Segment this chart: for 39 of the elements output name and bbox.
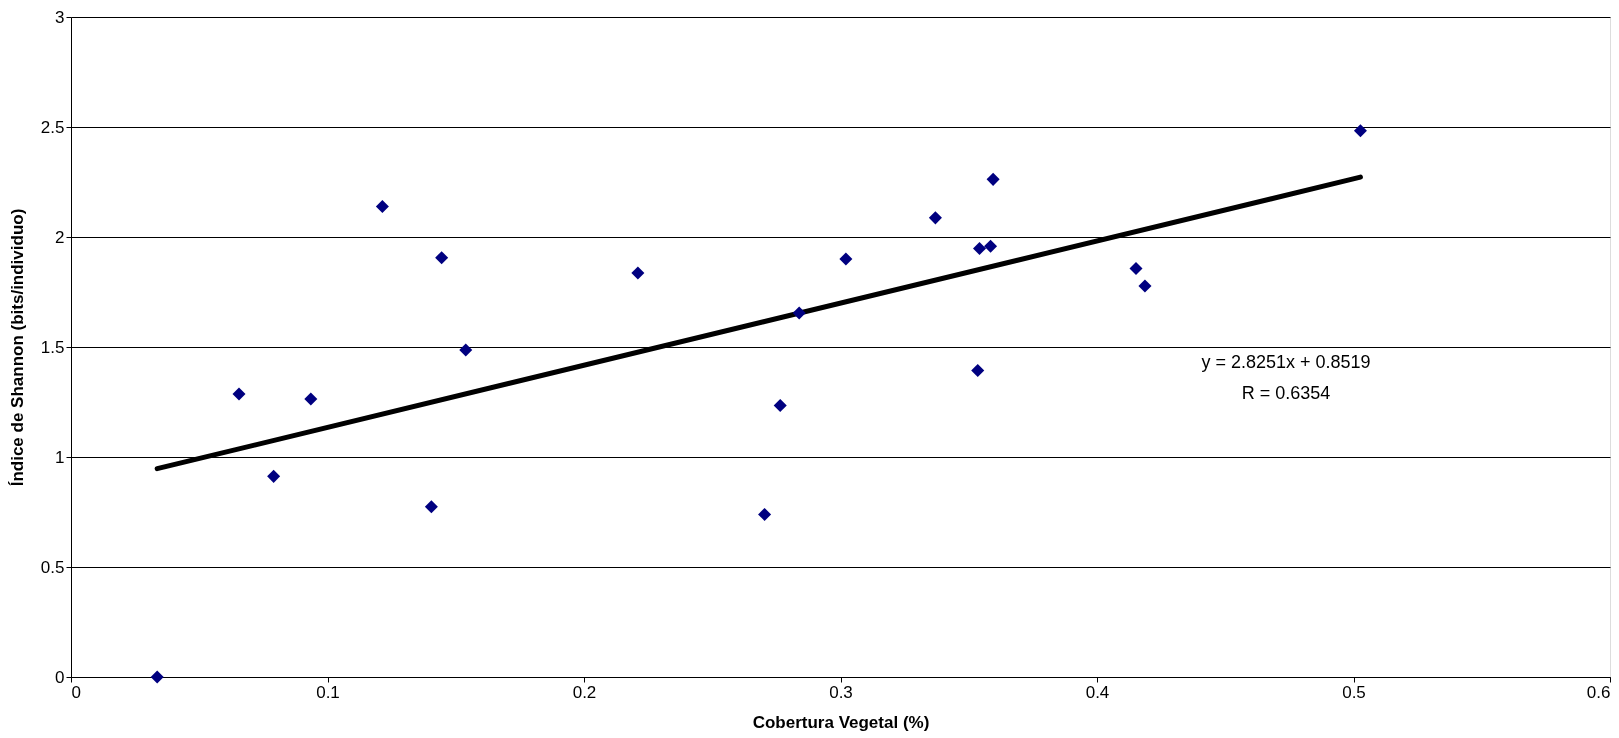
x-tick-label: 0 (71, 682, 81, 702)
point (1353, 124, 1367, 138)
x-axis-title: Cobertura Vegetal (%) (752, 712, 930, 732)
point (928, 211, 942, 225)
y-axis-title: Índice de Shannon (bits/individuo) (7, 208, 27, 487)
y-tick-label: 0 (55, 667, 65, 687)
x-tick-label: 0.4 (1085, 682, 1110, 702)
point (1129, 261, 1143, 275)
y-tick-label: 1 (55, 447, 65, 467)
point (1138, 279, 1152, 293)
x-tick-label: 0.2 (572, 682, 597, 702)
y-tick-label: 2 (55, 227, 65, 247)
point (971, 364, 985, 378)
point (773, 399, 787, 413)
y-tick-label: 2.5 (40, 117, 65, 137)
y-tick-label: 3 (55, 7, 65, 27)
x-tick-label: 0.3 (829, 682, 853, 702)
x-tick-label: 0.5 (1342, 682, 1366, 702)
point (375, 199, 389, 213)
point (984, 239, 998, 253)
x-tick-label: 0.6 (1586, 682, 1611, 702)
point (631, 266, 645, 280)
point (232, 387, 246, 401)
point (435, 251, 449, 265)
x-tick-label: 0.1 (316, 682, 340, 702)
point (459, 343, 473, 357)
point (424, 500, 438, 514)
point (267, 469, 281, 483)
y-tick-label: 0.5 (40, 557, 65, 577)
point (973, 241, 987, 255)
point (839, 252, 853, 266)
point (758, 507, 772, 521)
point (150, 670, 164, 684)
point (304, 392, 318, 406)
point (986, 172, 1000, 186)
y-tick-label: 1.5 (40, 337, 65, 357)
annotation: y = 2.8251x + 0.8519 (1201, 352, 1371, 372)
annotation: R = 0.6354 (1241, 383, 1331, 403)
point (792, 306, 806, 320)
